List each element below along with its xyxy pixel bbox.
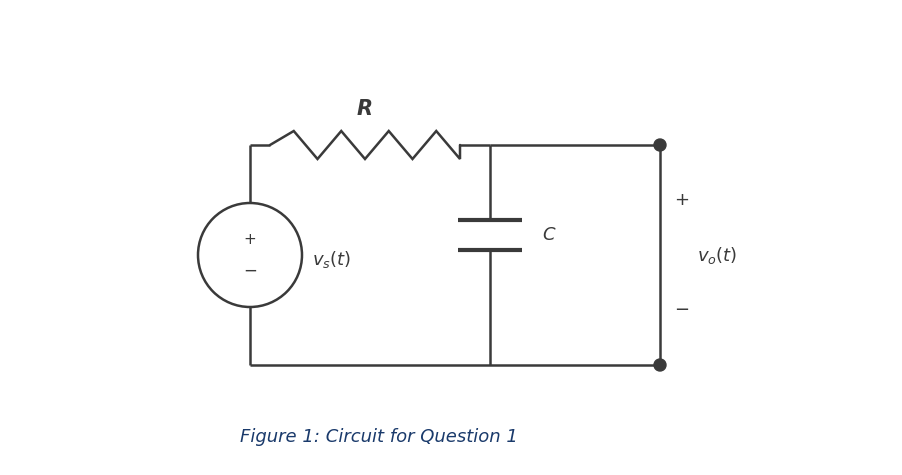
- Text: −: −: [674, 301, 689, 319]
- Text: −: −: [243, 262, 257, 280]
- Text: +: +: [244, 231, 256, 247]
- Text: +: +: [674, 191, 689, 209]
- Text: $v_o(t)$: $v_o(t)$: [696, 245, 737, 266]
- Text: $v_s(t)$: $v_s(t)$: [312, 248, 351, 269]
- Circle shape: [653, 359, 666, 371]
- Text: R: R: [356, 99, 373, 119]
- Text: Figure 1: Circuit for Question 1: Figure 1: Circuit for Question 1: [240, 428, 518, 446]
- Circle shape: [653, 139, 666, 151]
- Text: C: C: [541, 226, 554, 244]
